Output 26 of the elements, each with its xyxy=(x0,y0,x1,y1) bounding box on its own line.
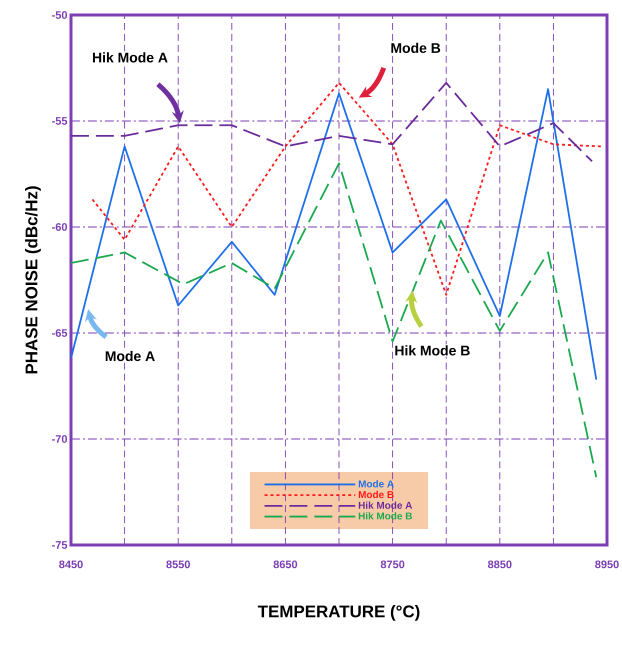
text: Mode A xyxy=(358,480,394,488)
y-tick-label: -60 xyxy=(52,223,68,231)
text: Hik Mode A xyxy=(358,502,412,509)
x-tick-label: 8750 xyxy=(380,560,404,568)
y-tick-label: -50 xyxy=(52,11,68,19)
x-tick-label: 8650 xyxy=(274,560,298,568)
text: Hik Mode B xyxy=(358,512,412,520)
annotation: Mode A xyxy=(106,350,155,362)
line-series xyxy=(71,162,598,478)
line-series xyxy=(71,88,598,381)
line-series xyxy=(92,82,603,296)
y-tick-label: -55 xyxy=(52,117,68,125)
line-series xyxy=(71,82,593,162)
y-tick-label: -65 xyxy=(52,329,68,337)
x-tick-label: 8450 xyxy=(59,560,83,568)
x-tick-label: 8950 xyxy=(595,560,619,568)
y-tick-label: -70 xyxy=(52,435,68,443)
annotation: Hik Mode A xyxy=(92,52,168,62)
x-tick-label: 8850 xyxy=(488,560,512,568)
x-tick-label: 8550 xyxy=(166,560,190,568)
annotation: Mode B xyxy=(391,42,440,53)
x-axis-title: TEMPERATURE (°C) xyxy=(258,604,420,621)
y-axis-title: PHASE NOISE (dBc/Hz) xyxy=(25,186,41,374)
text: Mode B xyxy=(358,490,394,498)
y-tick-label: -75 xyxy=(52,541,68,549)
annotation: Hik Mode B xyxy=(395,345,470,356)
